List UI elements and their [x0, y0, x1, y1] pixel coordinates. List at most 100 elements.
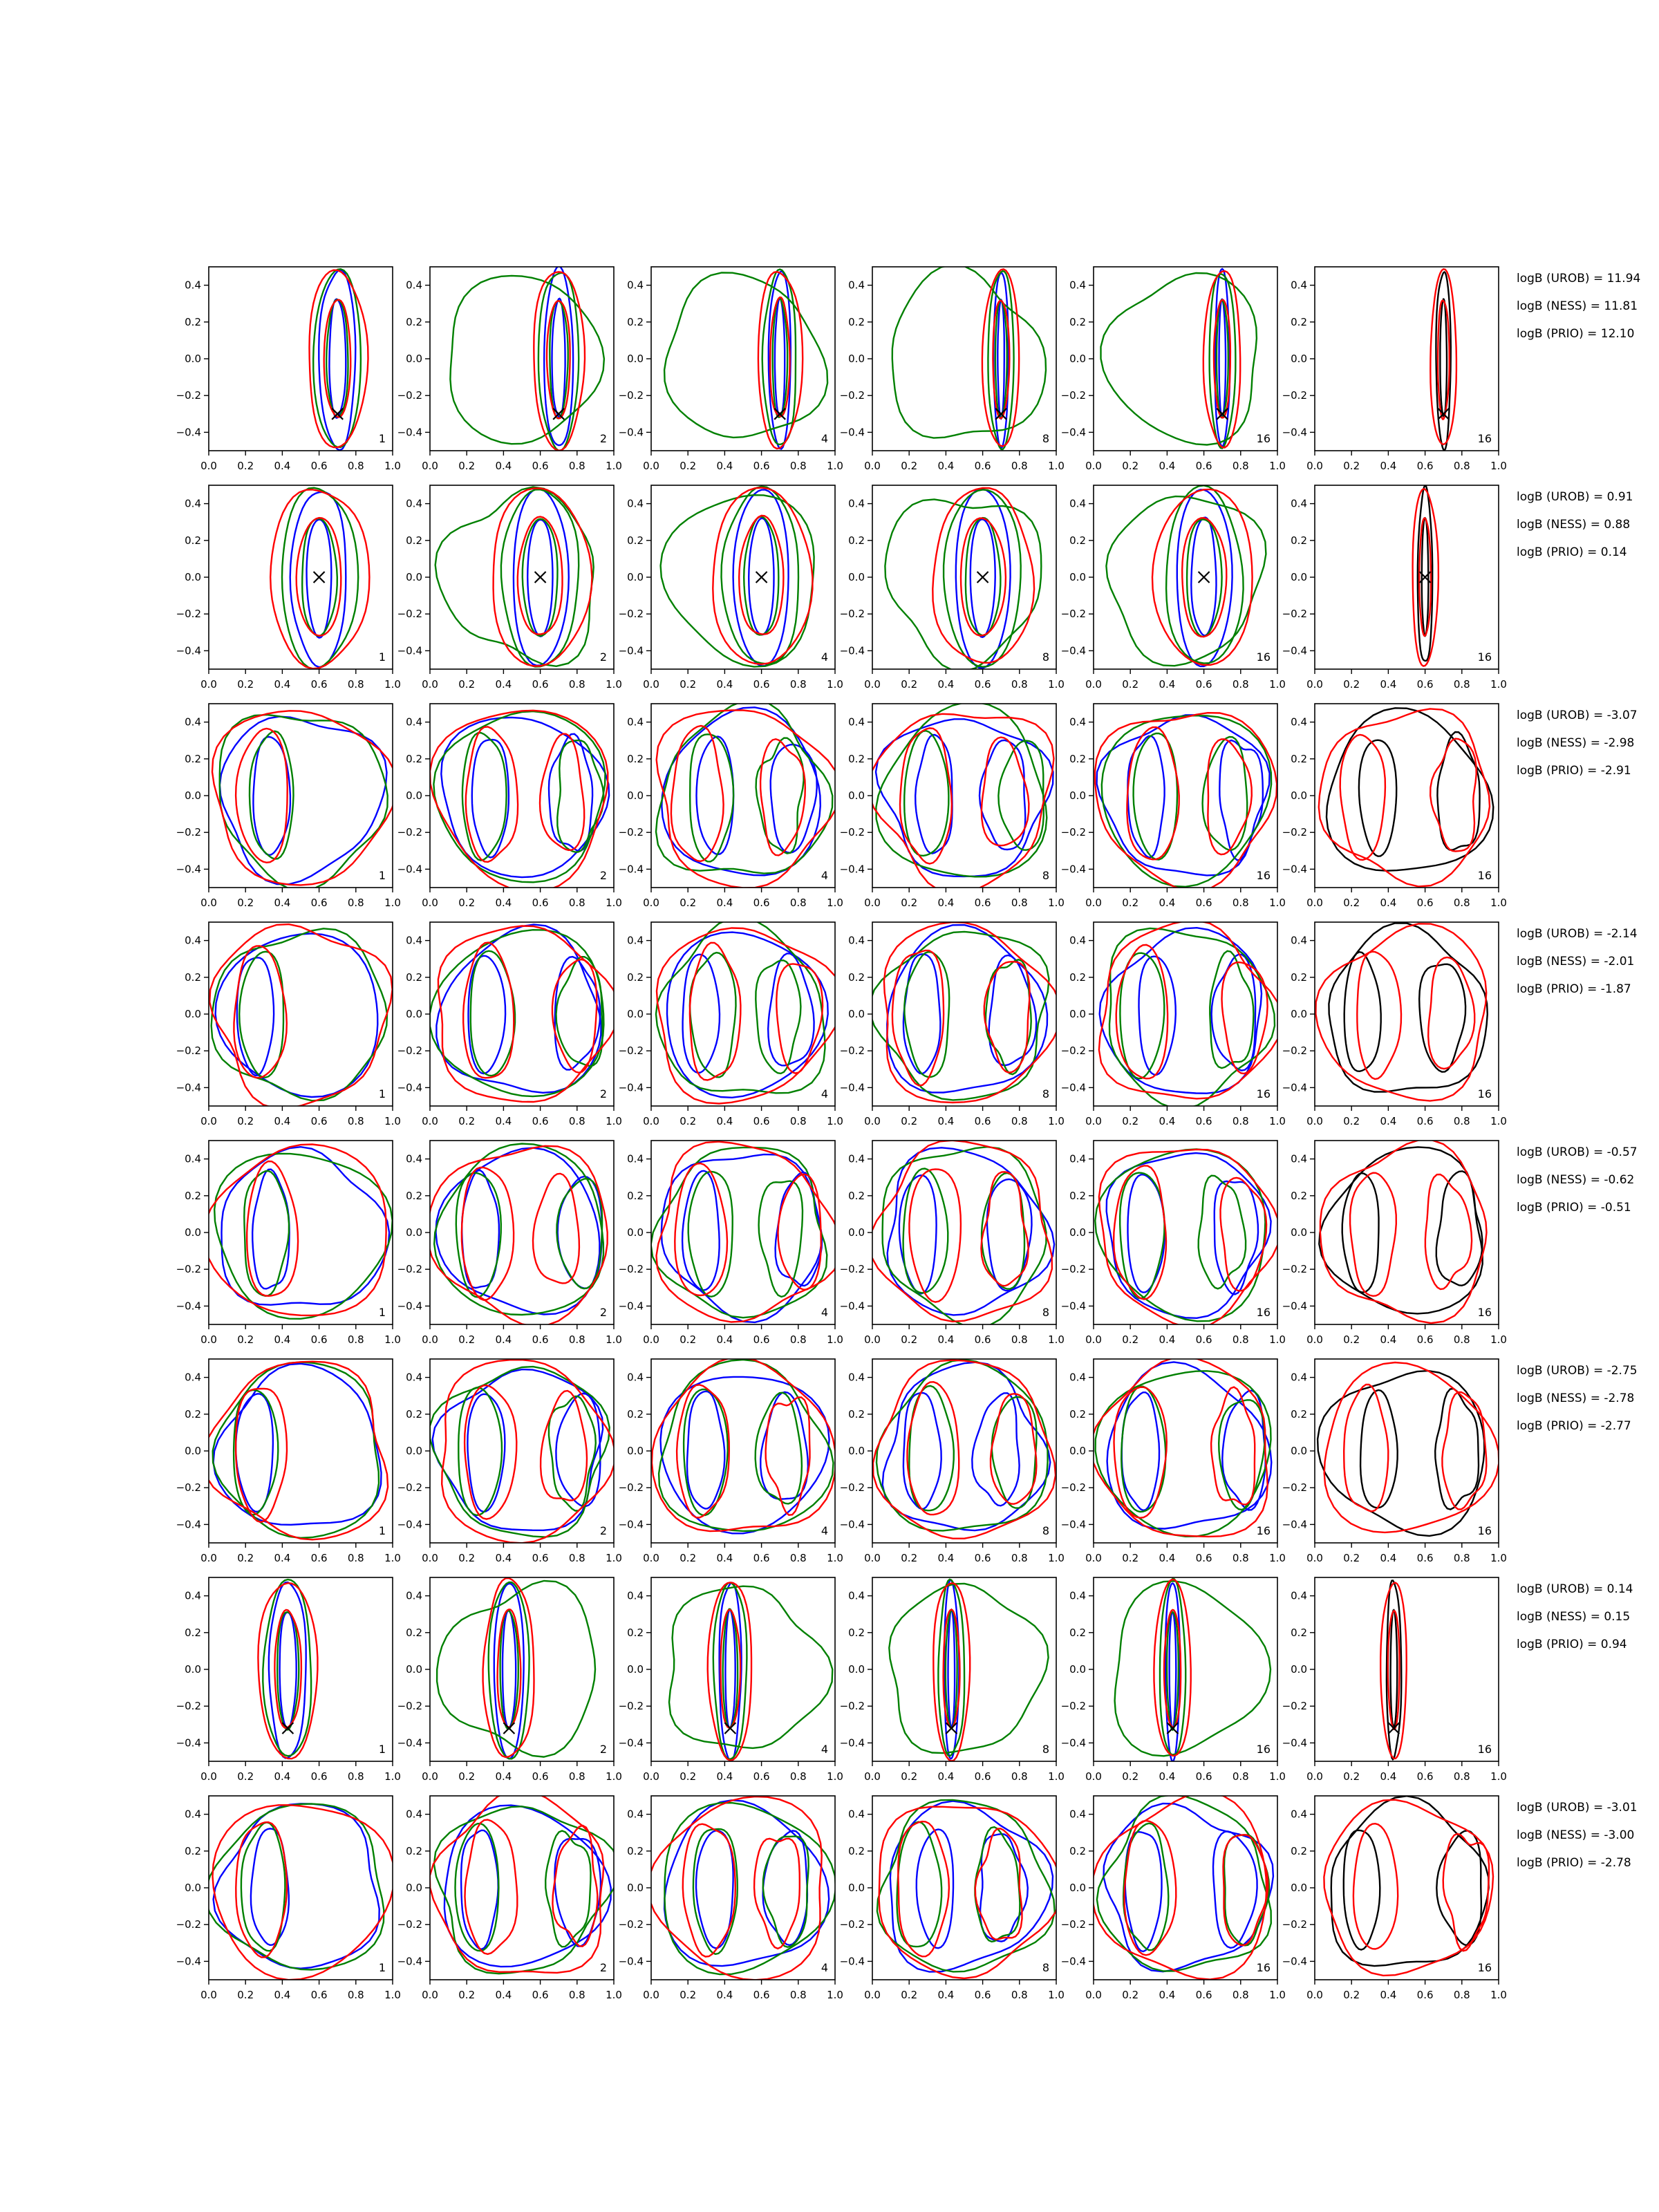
contour-line	[501, 1609, 517, 1729]
y-tick-label: 0.2	[185, 753, 201, 765]
panel-label: 1	[379, 1524, 386, 1537]
y-tick-label: 0.4	[406, 716, 422, 729]
contour-line	[759, 738, 807, 856]
y-tick-label: −0.4	[1282, 1081, 1307, 1094]
panel-r2-c2: 0.0 0.2 0.4 0.6 0.8 1.0 0.4 0.2 0.0 −0.2 −0.4 2	[397, 485, 622, 691]
panel-label: 1	[379, 432, 386, 445]
x-tick-label: 0.8	[1011, 1333, 1028, 1346]
x-tick-label: 0.2	[679, 1552, 696, 1564]
contour-line	[555, 956, 603, 1067]
y-tick-label: −0.2	[397, 1481, 422, 1494]
contour-line	[776, 963, 824, 1074]
x-tick-label: 0.4	[937, 1989, 954, 2001]
truth-marker	[1216, 408, 1228, 420]
contour-line	[234, 727, 288, 864]
y-tick-label: −0.2	[176, 1263, 201, 1275]
contour-line	[279, 1611, 297, 1730]
contour-line	[886, 924, 1049, 1094]
contour-line	[209, 1143, 387, 1317]
y-tick-label: −0.2	[397, 1918, 422, 1931]
y-tick-label: 0.2	[185, 1408, 201, 1421]
y-tick-label: 0.4	[406, 279, 422, 292]
contour-line	[682, 1823, 737, 1958]
x-tick-label: 0.8	[1011, 678, 1028, 691]
y-tick-label: −0.4	[1282, 1300, 1307, 1312]
x-tick-label: 0.4	[1380, 678, 1396, 691]
y-tick-label: −0.2	[1061, 1044, 1086, 1057]
contour-line	[687, 1170, 733, 1298]
contour-line	[974, 1828, 1023, 1940]
x-tick-label: 0.8	[1232, 460, 1249, 472]
x-tick-label: 0.4	[495, 1115, 512, 1127]
contour-line	[1119, 952, 1165, 1080]
panel-r8-c5: 0.0 0.2 0.4 0.6 0.8 1.0 0.4 0.2 0.0 −0.2 −0.4 16	[1061, 1795, 1286, 2001]
contour-line	[467, 1393, 506, 1513]
panel-label: 2	[600, 432, 607, 445]
x-tick-label: 0.0	[1085, 1115, 1102, 1127]
x-tick-label: 0.8	[790, 1770, 807, 1783]
x-tick-label: 0.4	[937, 1115, 954, 1127]
contour-line	[455, 1172, 503, 1298]
contour-line	[997, 298, 1005, 420]
logb-annotation: logB (NESS) = -2.01	[1517, 955, 1634, 968]
x-tick-label: 0.0	[200, 678, 217, 691]
contour-line	[526, 518, 554, 637]
panel-r8-c3: 0.0 0.2 0.4 0.6 0.8 1.0 0.4 0.2 0.0 −0.2 −0.4 4	[619, 1795, 843, 2001]
x-tick-label: 0.6	[753, 1770, 770, 1783]
contour-line	[212, 1362, 382, 1526]
x-tick-label: 0.4	[1380, 1770, 1396, 1783]
panel-label: 2	[600, 650, 607, 664]
x-tick-label: 0.6	[532, 1989, 549, 2001]
contour-line	[1096, 714, 1271, 877]
panel-r3-c1: 0.0 0.2 0.4 0.6 0.8 1.0 0.4 0.2 0.0 −0.2 −0.4 1	[176, 703, 401, 909]
x-tick-label: 1.0	[1490, 678, 1507, 691]
panel-r6-c3: 0.0 0.2 0.4 0.6 0.8 1.0 0.4 0.2 0.0 −0.2 −0.4 4	[619, 1358, 843, 1564]
x-tick-label: 0.2	[679, 678, 696, 691]
x-tick-label: 0.8	[1232, 1552, 1249, 1564]
contour-line	[323, 299, 352, 418]
panel-label: 8	[1042, 650, 1049, 664]
panel-label: 16	[1257, 1961, 1271, 1974]
y-tick-label: 0.0	[406, 1445, 422, 1457]
x-tick-label: 1.0	[1269, 1115, 1286, 1127]
contour-line	[688, 941, 742, 1081]
x-tick-label: 0.4	[1380, 1115, 1396, 1127]
contour-line	[747, 517, 775, 636]
contour-line	[301, 518, 339, 637]
y-tick-label: 0.4	[848, 498, 865, 510]
contour-line	[1212, 1830, 1258, 1949]
truth-marker	[995, 408, 1007, 420]
x-tick-label: 1.0	[384, 1333, 401, 1346]
y-tick-label: −0.2	[397, 1700, 422, 1712]
y-tick-label: 0.4	[848, 1153, 865, 1165]
contour-line	[251, 1168, 290, 1290]
contour-line	[937, 1578, 966, 1757]
y-tick-label: −0.4	[1282, 426, 1307, 438]
y-tick-label: −0.2	[176, 1918, 201, 1931]
contour-line	[492, 487, 593, 667]
y-tick-label: −0.2	[176, 1481, 201, 1494]
x-tick-label: 0.8	[1232, 897, 1249, 909]
y-tick-label: 0.0	[406, 353, 422, 365]
x-tick-label: 0.6	[975, 1770, 991, 1783]
contour-line	[552, 1824, 599, 1947]
y-tick-label: −0.2	[1061, 1700, 1086, 1712]
y-tick-label: −0.4	[1061, 1518, 1086, 1530]
y-tick-label: 0.2	[185, 316, 201, 328]
logb-annotation: logB (PRIO) = 0.14	[1517, 545, 1627, 559]
logb-annotation: logB (NESS) = -3.00	[1517, 1828, 1634, 1842]
panel-r3-c4: 0.0 0.2 0.4 0.6 0.8 1.0 0.4 0.2 0.0 −0.2 −0.4 8	[840, 703, 1065, 909]
y-tick-label: −0.2	[397, 1044, 422, 1057]
contour-line	[1210, 953, 1257, 1071]
y-tick-label: −0.2	[840, 1481, 865, 1494]
y-tick-label: −0.4	[176, 1081, 201, 1094]
y-tick-label: 0.2	[185, 1190, 201, 1202]
x-tick-label: 0.8	[1011, 1770, 1028, 1783]
x-tick-label: 0.2	[1343, 1115, 1360, 1127]
panel-label: 2	[600, 1743, 607, 1756]
panel-r6-c2: 0.0 0.2 0.4 0.6 0.8 1.0 0.4 0.2 0.0 −0.2 −0.4 2	[397, 1358, 622, 1564]
contour-line	[521, 518, 559, 637]
x-tick-label: 0.6	[1417, 460, 1434, 472]
x-tick-label: 0.4	[1159, 1552, 1175, 1564]
contour-line	[1103, 1802, 1275, 1973]
